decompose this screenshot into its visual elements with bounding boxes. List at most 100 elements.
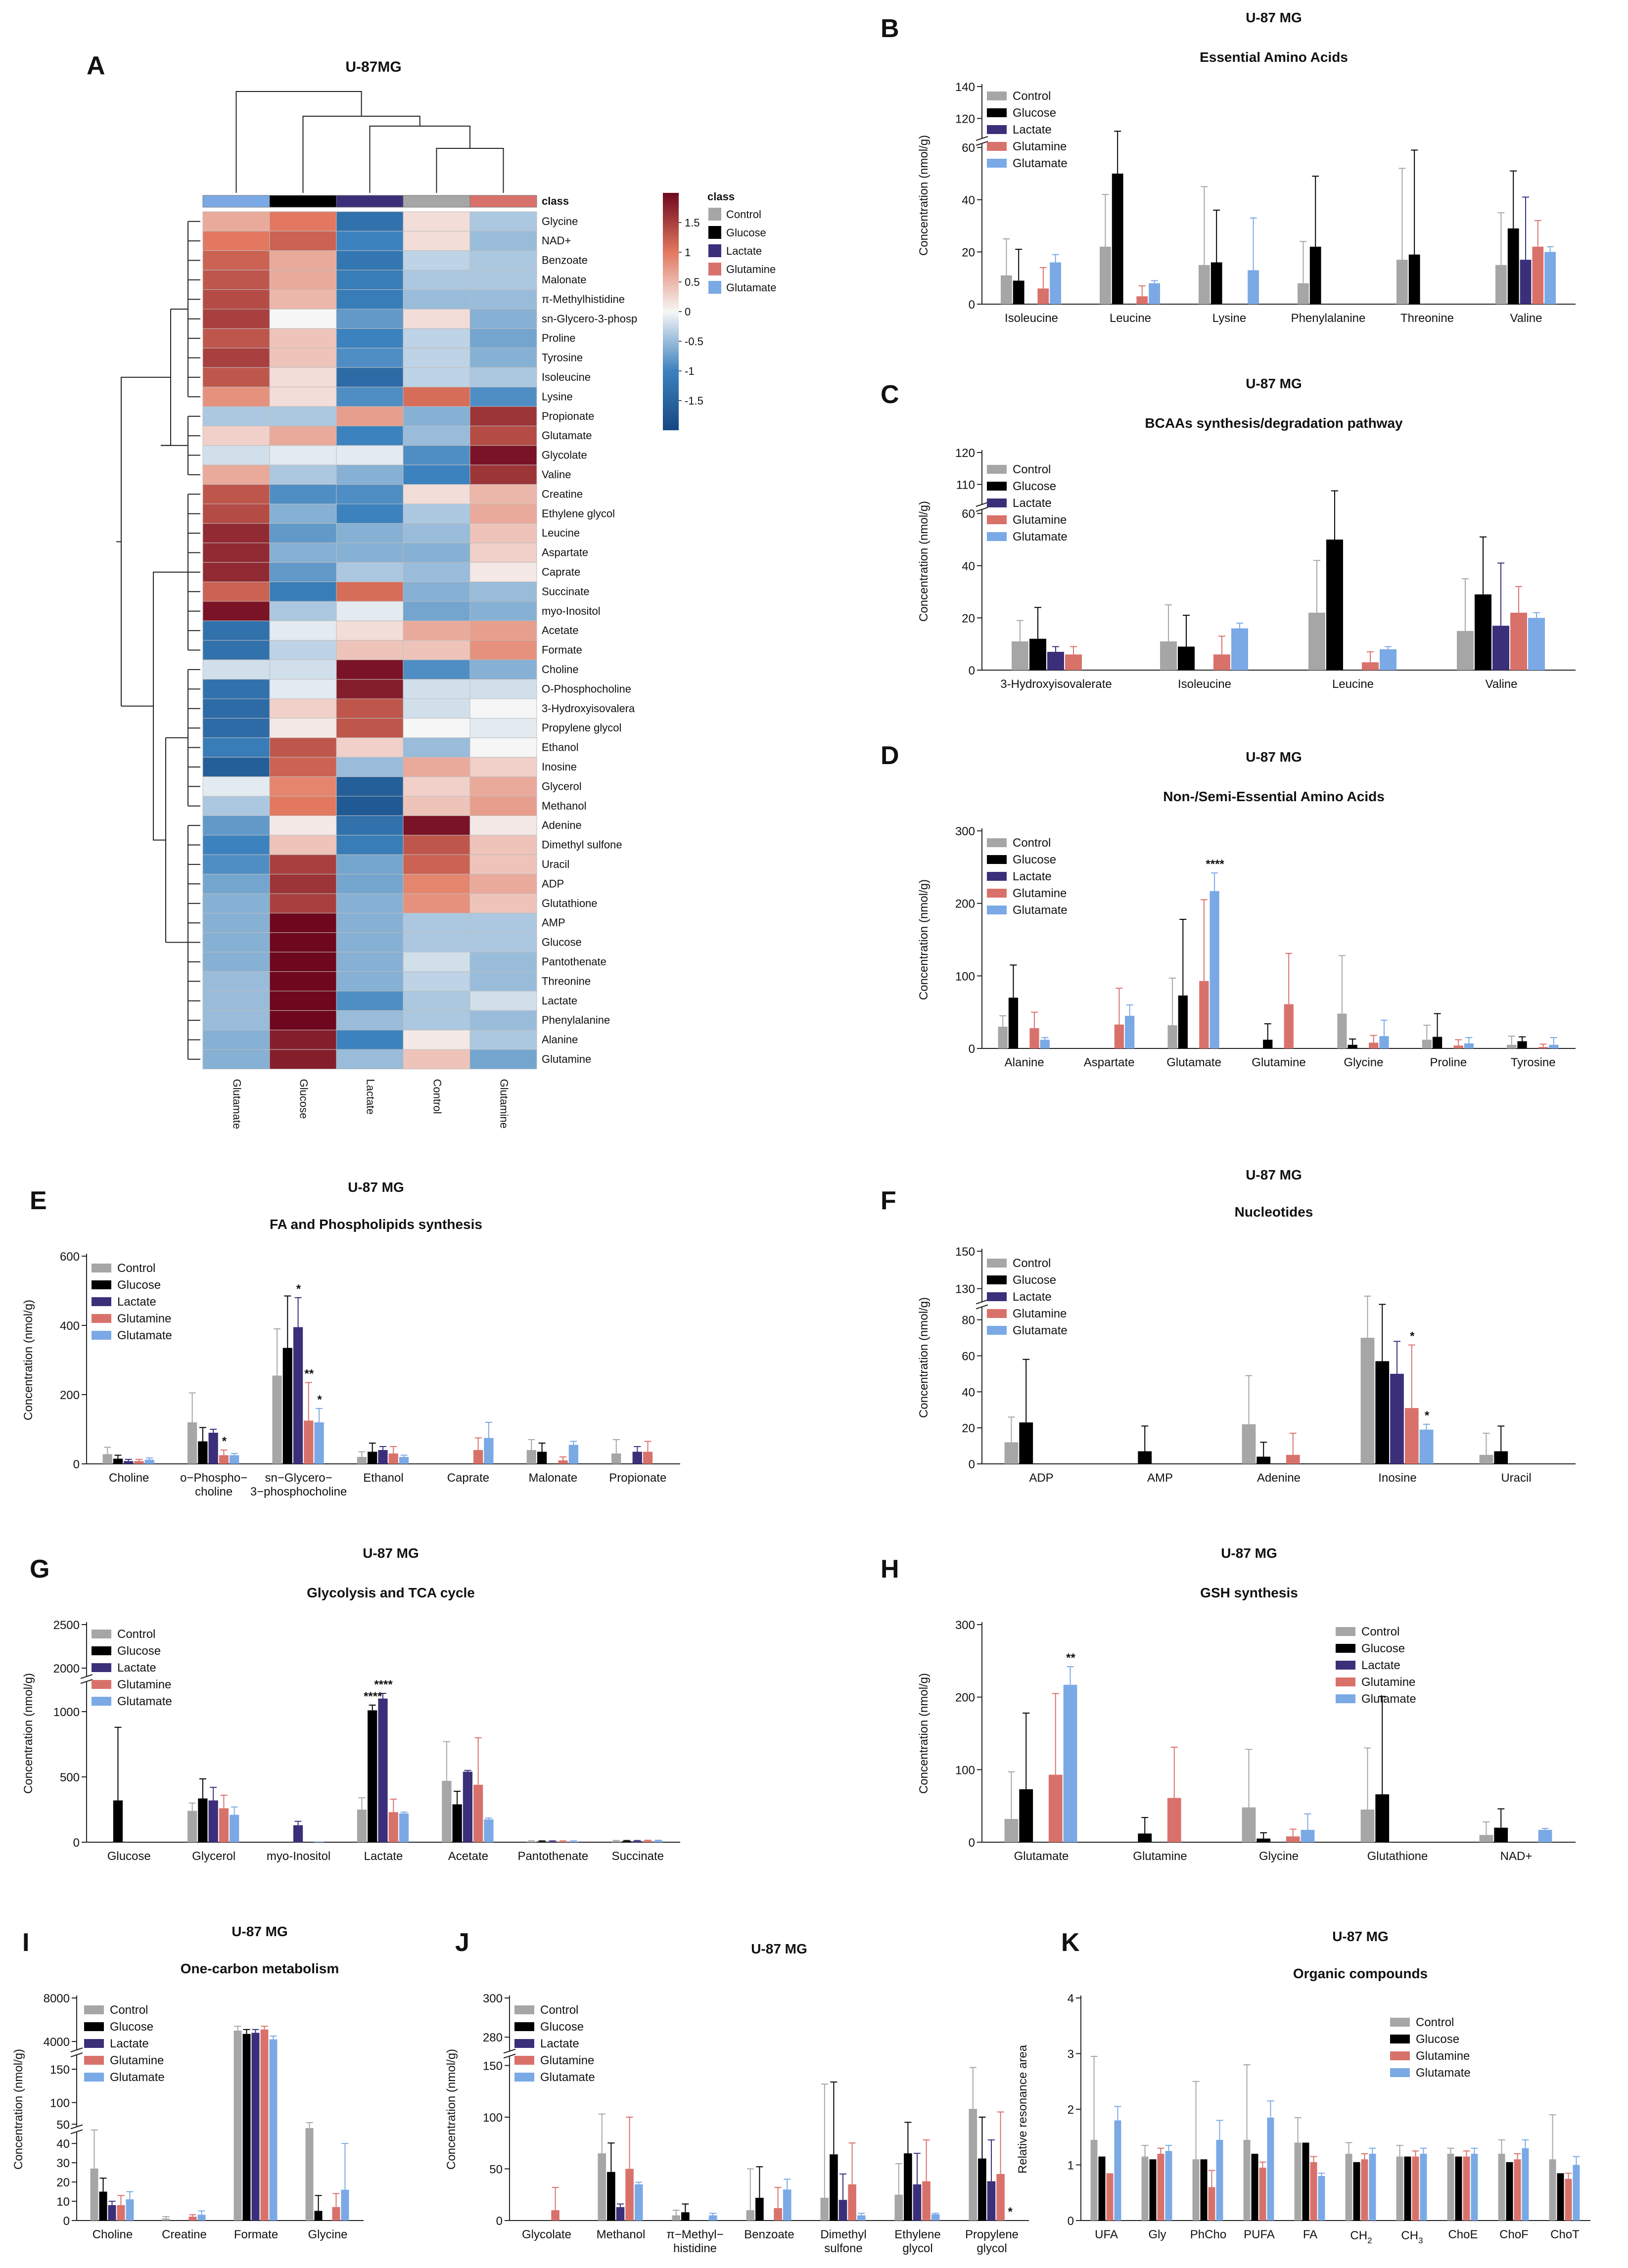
bar: [230, 1455, 239, 1464]
bar: [1178, 995, 1188, 1048]
heatmap-cell: [469, 601, 537, 621]
legend-label: Glutamine: [117, 1312, 171, 1325]
bar: [931, 2214, 940, 2221]
legend-label: Control: [1416, 2016, 1454, 2029]
heatmap-cell: [469, 952, 537, 972]
bar: [378, 1450, 388, 1464]
heatmap-cell: [269, 893, 337, 913]
bar: [1408, 254, 1420, 304]
heatmap-cell: [336, 874, 404, 894]
bar: [269, 2039, 278, 2221]
legend-swatch: [92, 1697, 111, 1706]
bar: [1353, 2162, 1360, 2221]
heatmap-column-label: Control: [431, 1079, 444, 1114]
bar: [1231, 628, 1248, 670]
heatmap-cell: [469, 289, 537, 310]
bar: [681, 2212, 690, 2221]
bar: [1242, 1424, 1256, 1464]
row-dendrogram: [165, 737, 176, 943]
heatmap-cell: [469, 367, 537, 388]
y-tick-label: 50: [56, 2118, 70, 2132]
heatmap-row-label: Glucose: [542, 936, 582, 949]
panel-letter: C: [881, 380, 899, 409]
bar: [1286, 1836, 1300, 1842]
bar: [1167, 1798, 1181, 1842]
heatmap-cell: [336, 348, 404, 368]
bar: [1360, 1338, 1375, 1464]
heatmap-cell: [469, 796, 537, 816]
axis-break-mark: [70, 2124, 83, 2130]
bar: [332, 2207, 340, 2221]
legend-swatch: [1390, 2068, 1410, 2077]
heatmap-cell: [269, 250, 337, 271]
legend-swatch: [987, 906, 1007, 914]
bar: [1248, 270, 1259, 304]
legend-swatch: [708, 263, 721, 275]
heatmap-cell: [336, 464, 404, 485]
legend-label: Glutamine: [726, 263, 776, 275]
x-tick-label: Dimethyl: [820, 2228, 866, 2241]
bar: [551, 2210, 559, 2221]
legend-swatch: [708, 281, 721, 294]
heatmap-cell: [403, 562, 470, 583]
heatmap-cell: [202, 250, 270, 271]
heatmap-cell: [469, 679, 537, 699]
bar: [1199, 981, 1209, 1048]
bar: [1165, 2151, 1172, 2221]
heatmap-cell: [269, 328, 337, 349]
legend-swatch: [987, 108, 1007, 117]
bar: [90, 2168, 98, 2221]
bar: [568, 1445, 578, 1464]
legend-swatch: [987, 889, 1007, 898]
heatmap-cell: [469, 503, 537, 524]
legend-label: Glutamate: [540, 2071, 595, 2084]
x-tick-label: ChoE: [1448, 2228, 1478, 2241]
heatmap-row-label: Uracil: [542, 858, 569, 870]
chart-title: U-87 MG: [751, 1941, 807, 1956]
legend-label: Lactate: [117, 1661, 156, 1675]
heatmap-cell: [469, 620, 537, 641]
y-tick-label: 0: [969, 1836, 975, 1850]
bar: [1019, 1789, 1033, 1842]
legend-label: Lactate: [726, 245, 762, 257]
legend-swatch: [987, 91, 1007, 100]
bar: [1114, 2120, 1121, 2221]
legend-swatch: [708, 226, 721, 239]
bar: [484, 1819, 494, 1842]
heatmap-cell: [202, 367, 270, 388]
legend-label: Control: [540, 2003, 578, 2017]
bar: [1200, 2159, 1208, 2221]
color-scale-label: -0.5: [685, 335, 703, 348]
bar: [1380, 649, 1396, 670]
column-dendrogram: [436, 148, 504, 193]
heatmap-cell: [469, 543, 537, 563]
legend-swatch: [84, 2056, 104, 2065]
x-tick-label: Isoleucine: [1005, 312, 1058, 325]
axis-break-mark: [70, 2047, 83, 2052]
x-tick-label: Valine: [1486, 678, 1518, 691]
column-dendrogram: [235, 91, 362, 193]
heatmap-cell: [403, 211, 470, 231]
heatmap-cell: [269, 737, 337, 758]
legend-swatch: [1390, 2051, 1410, 2060]
heatmap-row-label: Phenylalanine: [542, 1014, 610, 1026]
bar: [219, 1808, 229, 1842]
heatmap-cell: [403, 620, 470, 641]
x-tick-label: Pantothenate: [517, 1850, 588, 1863]
heatmap-cell: [336, 776, 404, 797]
y-tick-label: 200: [60, 1389, 80, 1402]
panel-letter: H: [881, 1555, 899, 1584]
heatmap-cell: [202, 679, 270, 699]
heatmap-row-label: Succinate: [542, 585, 590, 597]
chart-subtitle: One-carbon metabolism: [181, 1961, 339, 1976]
bar: [1494, 1451, 1508, 1464]
color-scale-label: 0: [685, 306, 691, 318]
legend-label: Glucose: [110, 2020, 153, 2034]
bar: [113, 1458, 123, 1464]
bar: [388, 1453, 398, 1464]
heatmap-cell: [269, 835, 337, 855]
heatmap-cell: [336, 503, 404, 524]
significance-marker: *: [1008, 2205, 1013, 2219]
heatmap-cell: [202, 874, 270, 894]
bar: [1573, 2165, 1580, 2221]
